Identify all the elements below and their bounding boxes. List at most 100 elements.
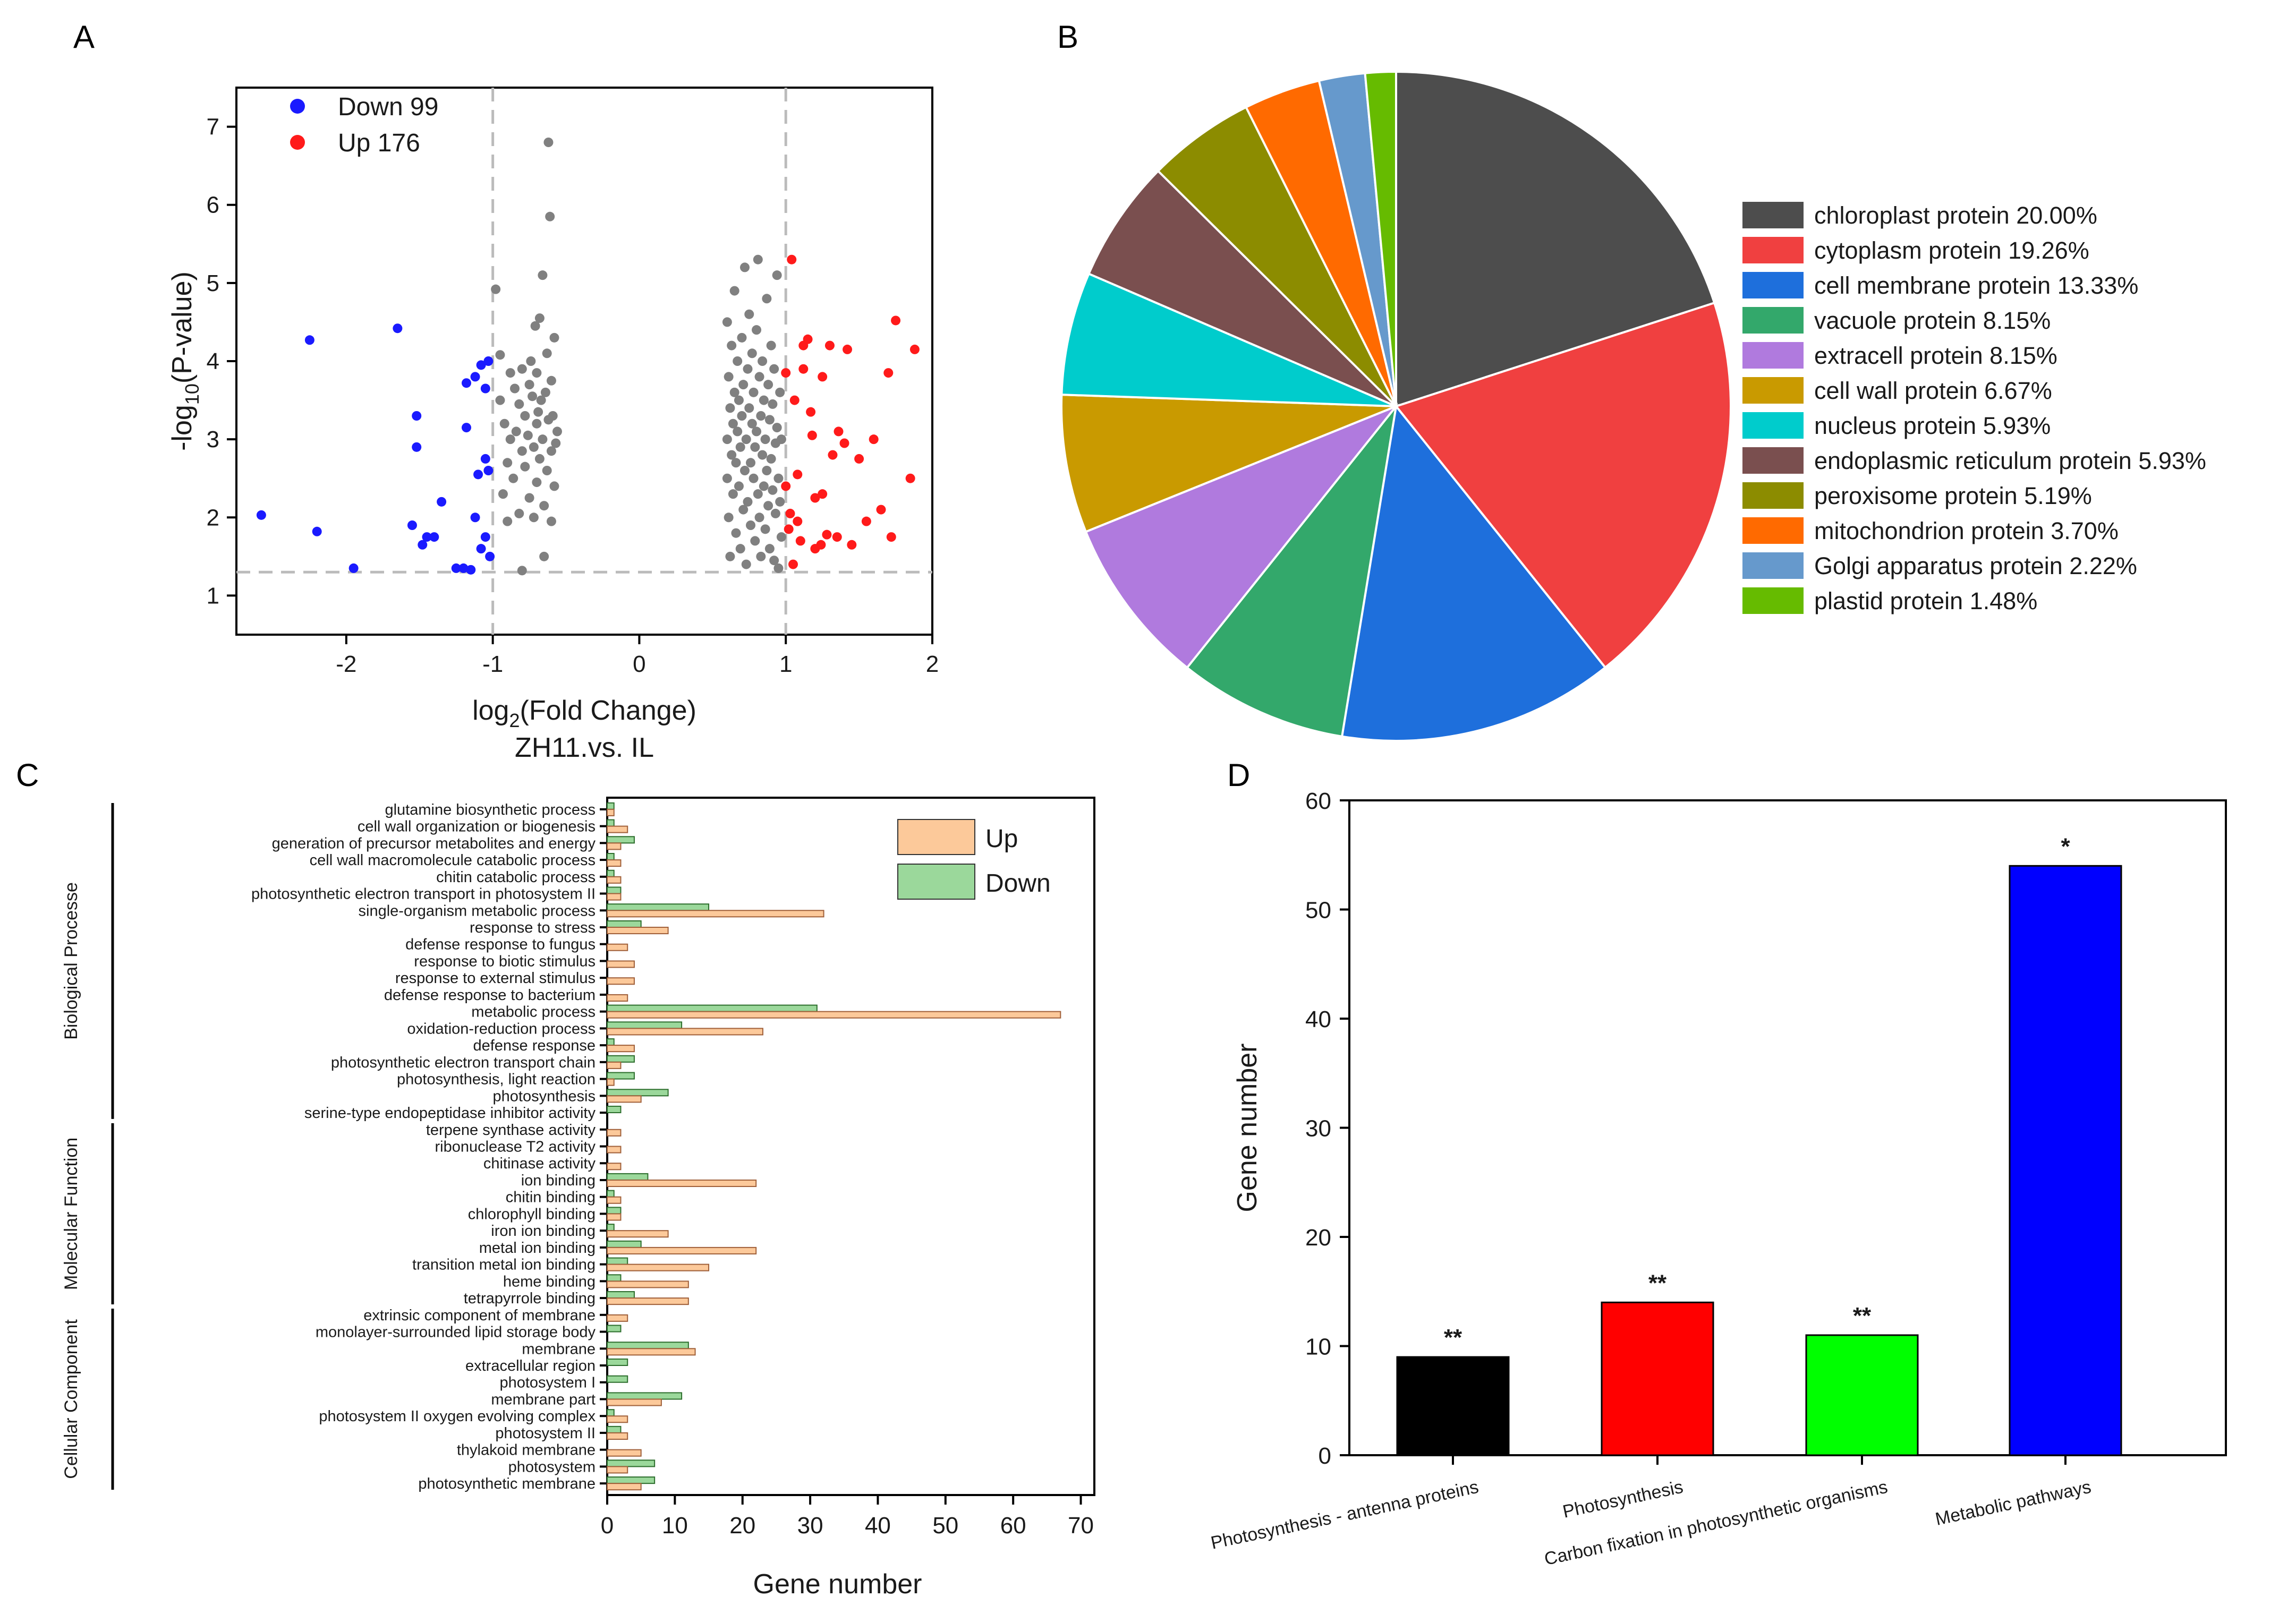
go-bar-up <box>607 1314 628 1322</box>
go-term-label: thylakoid membrane <box>457 1442 596 1459</box>
go-term-label: tetrapyrrole binding <box>464 1290 596 1307</box>
volcano-point-ns <box>753 489 763 499</box>
go-term-label: ribonuclease T2 activity <box>435 1139 596 1156</box>
volcano-point-ns <box>549 332 559 343</box>
volcano-point-ns <box>529 442 539 452</box>
go-bar-down <box>607 819 615 827</box>
volcano-point-ns <box>775 497 785 507</box>
pie-legend-swatch <box>1742 587 1804 614</box>
go-term-label: defense response to fungus <box>405 936 596 953</box>
volcano-point-ns <box>737 411 747 421</box>
pie-legend-swatch <box>1742 342 1804 369</box>
volcano-point-down <box>480 454 490 464</box>
volcano-plot-frame <box>235 87 933 636</box>
volcano-point-down <box>485 551 495 561</box>
go-bar-up <box>607 1348 696 1356</box>
volcano-point-down <box>312 526 322 536</box>
volcano-point-ns <box>529 513 539 523</box>
go-term-label: transition metal ion binding <box>412 1257 596 1274</box>
go-bar-up <box>607 926 669 935</box>
volcano-point-up <box>891 315 901 326</box>
volcano-point-up <box>822 530 832 540</box>
volcano-point-ns <box>528 391 538 402</box>
go-term-label: response to biotic stimulus <box>414 953 596 970</box>
volcano-point-up <box>798 364 809 374</box>
volcano-point-ns <box>505 368 515 378</box>
volcano-point-ns <box>524 380 534 390</box>
pie-legend-swatch <box>1742 307 1804 334</box>
panel-label-c: C <box>16 757 39 793</box>
volcano-point-up <box>861 516 871 526</box>
go-term-label: metal ion binding <box>479 1240 596 1257</box>
go-bar-down <box>607 920 642 928</box>
volcano-point-down <box>422 532 432 542</box>
go-bar-down <box>607 1038 615 1046</box>
go-term-label: defense response <box>473 1037 596 1054</box>
go-bar-up <box>607 1432 628 1440</box>
go-bar-up <box>607 1246 757 1254</box>
volcano-point-down <box>461 378 471 388</box>
go-bar-down <box>607 1240 642 1248</box>
volcano-point-up <box>785 508 795 518</box>
volcano-point-ns <box>538 270 548 280</box>
volcano-point-up <box>789 395 800 405</box>
volcano-point-ns <box>764 544 775 554</box>
pie-legend-label: cell wall protein 6.67% <box>1814 377 2052 404</box>
pie-slice-chloroplast-protein <box>1395 70 1716 408</box>
volcano-point-ns <box>756 411 766 421</box>
pie-legend-label: Golgi apparatus protein 2.22% <box>1814 552 2137 579</box>
go-bar-up <box>607 808 615 816</box>
volcano-point-ns <box>737 332 747 343</box>
go-x-tick-label: 40 <box>865 1513 891 1539</box>
kegg-significance-label: ** <box>1853 1303 1872 1329</box>
kegg-bar-metabolic-pathways <box>2009 865 2122 1456</box>
volcano-point-ns <box>511 426 521 437</box>
go-group-label: Biological Processe <box>61 882 81 1040</box>
volcano-point-up <box>784 524 794 534</box>
go-bar-up <box>607 1230 669 1238</box>
pie-legend-label: peroxisome protein 5.19% <box>1814 482 2092 509</box>
volcano-point-ns <box>773 563 784 573</box>
x-axis-title-main: log <box>472 695 509 726</box>
go-bar-up <box>607 876 622 884</box>
volcano-point-up <box>803 334 813 344</box>
go-bar-up <box>607 1263 710 1271</box>
volcano-point-up <box>793 516 803 526</box>
pie-legend-swatch <box>1742 272 1804 298</box>
go-term-label: glutamine biosynthetic process <box>385 801 596 818</box>
volcano-point-down <box>418 540 428 550</box>
volcano-point-ns <box>503 516 513 526</box>
volcano-point-ns <box>728 419 738 429</box>
x-axis-title: log2(Fold Change) <box>472 695 696 731</box>
volcano-point-ns <box>722 317 732 327</box>
volcano-point-up <box>886 532 896 542</box>
volcano-point-ns <box>762 466 772 475</box>
y-tick-label: 4 <box>207 348 219 374</box>
volcano-point-ns <box>735 442 745 452</box>
volcano-point-ns <box>540 387 550 397</box>
volcano-point-ns <box>758 356 768 366</box>
volcano-point-ns <box>741 434 751 445</box>
volcano-point-ns <box>532 419 542 429</box>
kegg-y-tick-label: 20 <box>1305 1225 1331 1251</box>
volcano-point-up <box>810 493 820 503</box>
volcano-point-ns <box>760 434 770 445</box>
volcano-point-down <box>412 411 422 421</box>
volcano-point-ns <box>538 434 548 445</box>
volcano-point-ns <box>724 513 734 523</box>
volcano-point-up <box>818 372 828 382</box>
volcano-point-ns <box>754 513 764 523</box>
go-bar-up <box>607 1297 689 1305</box>
volcano-point-ns <box>725 551 735 561</box>
pie-legend-label: mitochondrion protein 3.70% <box>1814 517 2119 544</box>
pie-legend-label: cytoplasm protein 19.26% <box>1814 237 2089 264</box>
go-x-tick-label: 70 <box>1068 1513 1094 1539</box>
volcano-point-ns <box>533 407 543 417</box>
volcano-point-up <box>806 407 816 417</box>
go-bar-up <box>607 1483 642 1491</box>
pie-legend-swatch <box>1742 377 1804 404</box>
volcano-point-ns <box>503 458 513 468</box>
go-term-label: monolayer-surrounded lipid storage body <box>316 1324 596 1341</box>
go-term-label: cell wall macromolecule catabolic proces… <box>310 852 596 869</box>
volcano-point-up <box>781 481 791 491</box>
